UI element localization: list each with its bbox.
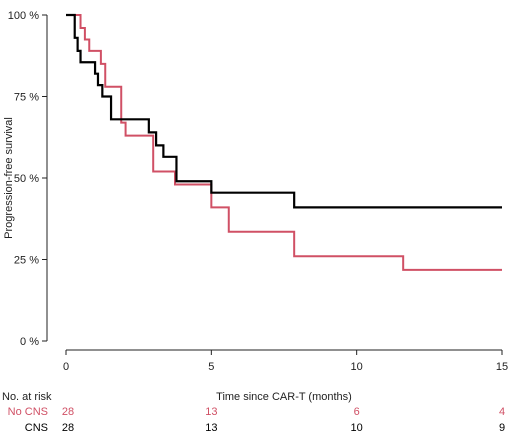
y-axis-ticks: 0 % 25 % 50 % 75 % 100 % [8, 10, 47, 348]
y-tick-label: 25 % [14, 255, 39, 267]
y-tick-label: 50 % [14, 173, 39, 185]
x-tick-label: 5 [208, 361, 214, 373]
risk-count: 9 [499, 422, 505, 434]
x-tick-label: 15 [496, 361, 508, 373]
risk-row-label: CNS [25, 422, 48, 434]
risk-count: 6 [354, 406, 360, 418]
risk-count: 28 [62, 406, 74, 418]
risk-count: 13 [205, 406, 217, 418]
y-tick-label: 0 % [20, 336, 39, 348]
risk-count: 10 [351, 422, 363, 434]
survival-curve-no-cns [66, 14, 502, 271]
risk-count: 4 [499, 406, 505, 418]
y-axis-title: Progression-free survival [3, 117, 15, 239]
survival-curves [66, 13, 502, 271]
x-tick-label: 0 [63, 361, 69, 373]
y-tick-label: 75 % [14, 92, 39, 104]
x-axis-ticks: 0 5 10 15 [63, 350, 508, 373]
survival-curve-cns [66, 13, 502, 209]
risk-count: 28 [62, 422, 74, 434]
x-tick-label: 10 [351, 361, 363, 373]
risk-table: No CNS 28 13 6 4 CNS 28 13 10 9 [8, 406, 505, 434]
risk-count: 13 [205, 422, 217, 434]
y-tick-label: 100 % [8, 10, 39, 22]
risk-table-title: No. at risk [2, 391, 52, 403]
x-axis-title: Time since CAR-T (months) [216, 391, 352, 403]
risk-row-label: No CNS [8, 406, 48, 418]
